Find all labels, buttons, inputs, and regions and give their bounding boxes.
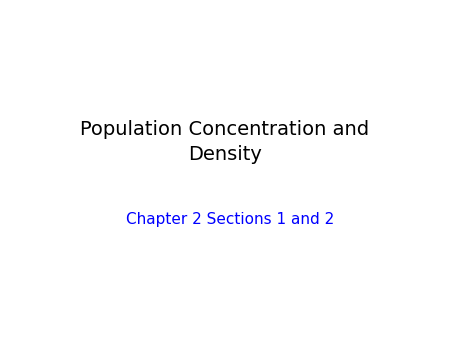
Text: Chapter 2 Sections 1 and 2: Chapter 2 Sections 1 and 2 — [126, 212, 334, 227]
Text: Population Concentration and
Density: Population Concentration and Density — [81, 120, 369, 164]
